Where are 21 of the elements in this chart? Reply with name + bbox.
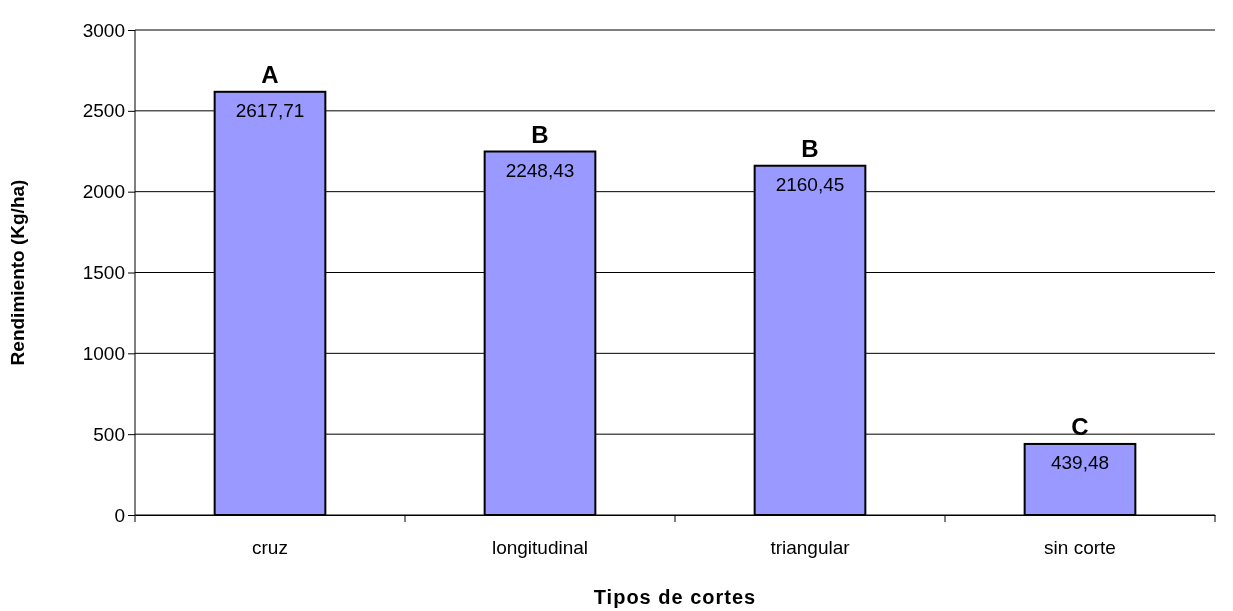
x-tick-label: triangular	[770, 537, 851, 559]
y-tick-label: 2000	[82, 181, 125, 203]
annotation: B	[531, 120, 549, 148]
x-tick-label: longitudinal	[491, 537, 589, 559]
y-tick-label: 3000	[82, 19, 125, 41]
y-tick-label: 0	[114, 504, 125, 526]
annotation: C	[1071, 412, 1089, 440]
y-tick-label: 1500	[82, 262, 125, 284]
data-label: 2617,71	[235, 99, 305, 121]
data-label: 439,48	[1050, 451, 1110, 473]
x-tick-label: cruz	[252, 537, 288, 559]
y-axis-title: Rendimiento (Kg/ha)	[7, 179, 28, 366]
annotation: B	[801, 134, 819, 162]
data-label: 2160,45	[775, 173, 845, 195]
x-axis-title: Tipos de cortes	[593, 586, 757, 608]
data-label: 2248,43	[505, 159, 575, 181]
y-tick-label: 2500	[82, 100, 125, 122]
y-tick-label: 500	[93, 423, 125, 445]
y-tick-label: 1000	[82, 342, 125, 364]
x-tick-label: sin corte	[1044, 537, 1116, 559]
annotation: A	[261, 60, 279, 88]
